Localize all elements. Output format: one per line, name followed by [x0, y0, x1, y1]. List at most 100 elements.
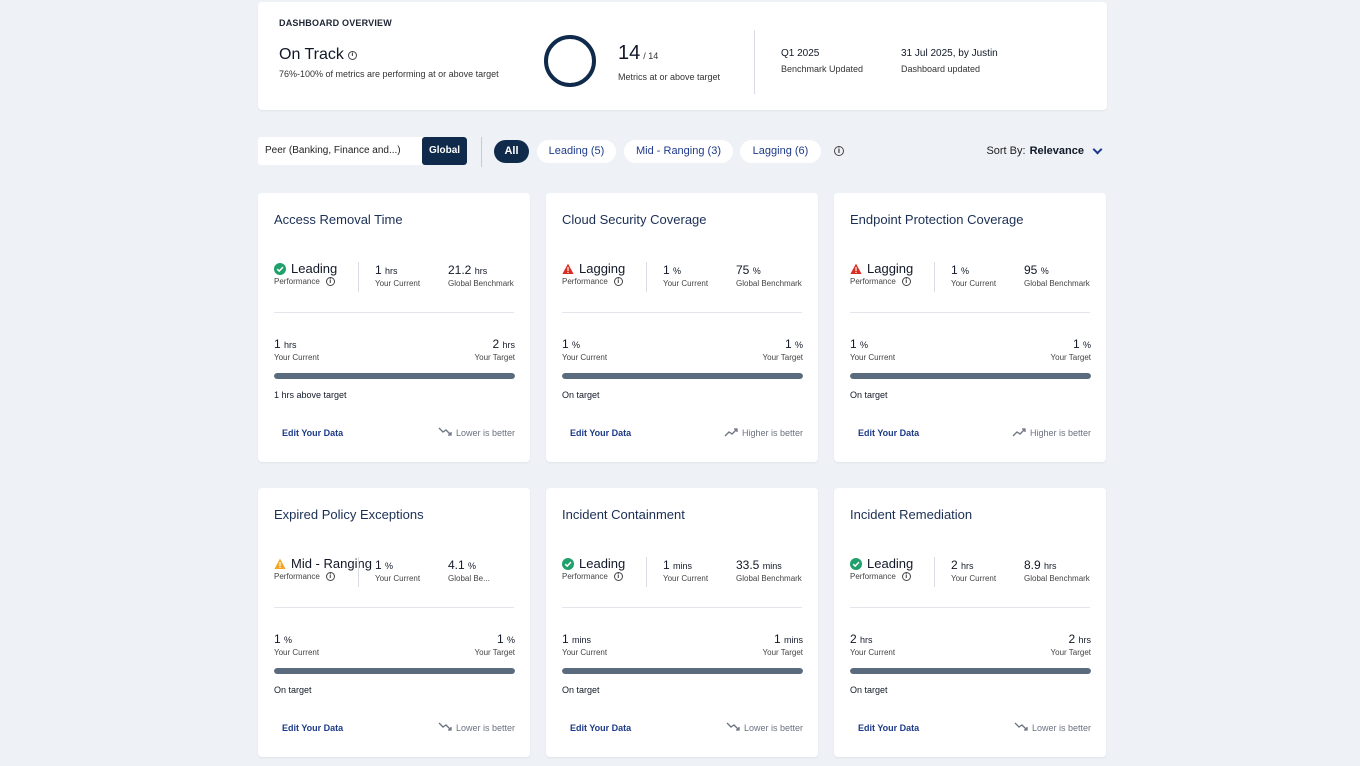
current-stat: 1 % Your Current: [951, 263, 996, 288]
trend-down-icon: [1014, 722, 1028, 734]
metric-card-cloud-security-coverage: Cloud Security Coverage Lagging Performa…: [546, 193, 818, 462]
comparison-toggle: Peer (Banking, Finance and...) Global: [258, 137, 467, 165]
sort-value: Relevance: [1029, 145, 1084, 157]
stat-divider: [646, 557, 647, 587]
performance-block: Leading Performance i: [274, 261, 337, 286]
progress-bar-fill: [850, 373, 1091, 379]
performance-label: Performance: [850, 572, 896, 581]
direction-suffix: is better: [482, 428, 515, 438]
filter-pill-mid-ranging[interactable]: Mid - Ranging (3): [624, 140, 733, 163]
edit-your-data-link[interactable]: Edit Your Data: [282, 428, 344, 438]
performance-status: Mid - Ranging: [291, 556, 372, 571]
info-icon[interactable]: i: [834, 146, 844, 156]
benchmark-stat: 95 % Global Benchmark: [1024, 263, 1090, 288]
benchmark-value: 95: [1024, 263, 1038, 277]
sort-dropdown[interactable]: Sort By: Relevance: [986, 144, 1103, 157]
edit-your-data-link[interactable]: Edit Your Data: [858, 723, 920, 733]
progress-target: 1 % Your Target: [1051, 337, 1091, 362]
progress-current-unit: %: [860, 340, 869, 350]
global-option[interactable]: Global: [422, 137, 467, 165]
direction-word: Higher: [1029, 428, 1057, 438]
progress-target: 1 % Your Target: [763, 337, 803, 362]
edit-your-data-link[interactable]: Edit Your Data: [858, 428, 920, 438]
direction-hint: Lower is better: [438, 427, 515, 439]
metric-title: Expired Policy Exceptions: [274, 507, 424, 522]
info-icon[interactable]: i: [347, 50, 357, 60]
progress-bar: [850, 668, 1091, 674]
trend-down-icon: [438, 722, 452, 734]
progress-current-value: 2: [850, 632, 857, 646]
progress-bar-fill: [850, 668, 1091, 674]
info-icon[interactable]: i: [325, 572, 335, 581]
edit-your-data-link[interactable]: Edit Your Data: [570, 723, 632, 733]
direction-suffix: is better: [770, 428, 803, 438]
direction-hint: Higher is better: [724, 427, 803, 439]
target-status-text: On target: [850, 685, 888, 695]
check-circle-icon: [274, 262, 286, 275]
direction-hint: Lower is better: [438, 722, 515, 734]
progress-current-label: Your Current: [562, 648, 608, 657]
direction-suffix: is better: [1058, 723, 1091, 733]
info-icon[interactable]: i: [901, 277, 911, 286]
performance-block: Mid - Ranging Performance i: [274, 556, 372, 581]
metric-title: Cloud Security Coverage: [562, 212, 707, 227]
progress-current-label: Your Current: [850, 648, 896, 657]
info-icon[interactable]: i: [613, 572, 623, 581]
target-unit: %: [794, 340, 803, 350]
progress-bar-fill: [274, 373, 515, 379]
progress-current-label: Your Current: [274, 353, 320, 362]
peer-option[interactable]: Peer (Banking, Finance and...): [265, 145, 401, 156]
benchmark-updated: Q1 2025 Benchmark Updated: [781, 48, 863, 74]
current-stat: 1 % Your Current: [663, 263, 708, 288]
card-divider: [562, 312, 802, 313]
trend-down-icon: [726, 722, 740, 734]
progress-bar: [274, 373, 515, 379]
benchmark-stat: 33.5 mins Global Benchmark: [736, 558, 802, 583]
progress-target: 2 hrs Your Target: [1051, 632, 1091, 657]
direction-word: Lower: [455, 723, 481, 733]
progress-current-unit: mins: [572, 635, 592, 645]
progress-target: 1 mins Your Target: [763, 632, 803, 657]
current-value: 1: [663, 558, 670, 572]
progress-bar: [274, 668, 515, 674]
current-unit: hrs: [961, 561, 974, 571]
target-status-text: On target: [850, 390, 888, 400]
progress-current-unit: %: [572, 340, 581, 350]
filter-bar: Peer (Banking, Finance and...) Global Al…: [258, 137, 1107, 167]
filter-pill-leading[interactable]: Leading (5): [537, 140, 616, 163]
progress-current: 1 % Your Current: [274, 632, 319, 657]
sort-label: Sort By:: [986, 145, 1026, 157]
target-status-text: On target: [562, 685, 600, 695]
progress-target: 1 % Your Target: [475, 632, 515, 657]
target-value: 1: [773, 632, 781, 646]
stat-divider: [358, 262, 359, 292]
progress-current-value: 1: [274, 337, 281, 351]
progress-current: 1 hrs Your Current: [274, 337, 319, 362]
performance-block: Leading Performance i: [850, 556, 913, 581]
benchmark-value: 75: [736, 263, 750, 277]
filter-pill-all[interactable]: All: [494, 140, 529, 163]
benchmark-value: 4.1: [448, 558, 465, 572]
info-icon[interactable]: i: [901, 572, 911, 581]
info-icon[interactable]: i: [325, 277, 335, 286]
current-unit: %: [385, 561, 394, 571]
progress-bar: [850, 373, 1091, 379]
benchmark-unit: hrs: [474, 266, 488, 276]
filter-pill-lagging[interactable]: Lagging (6): [740, 140, 821, 163]
benchmark-unit: mins: [762, 561, 782, 571]
target-status-text: On target: [274, 685, 312, 695]
performance-block: Lagging Performance i: [850, 261, 913, 286]
target-label: Your Target: [762, 648, 803, 657]
progress-current-value: 1: [274, 632, 281, 646]
current-value: 2: [951, 558, 958, 572]
metric-title: Endpoint Protection Coverage: [850, 212, 1024, 227]
target-value: 1: [1072, 337, 1080, 351]
current-unit: mins: [673, 561, 693, 571]
current-unit: hrs: [385, 266, 398, 276]
edit-your-data-link[interactable]: Edit Your Data: [570, 428, 632, 438]
info-icon[interactable]: i: [613, 277, 623, 286]
benchmark-updated-value: Q1 2025: [781, 48, 820, 59]
edit-your-data-link[interactable]: Edit Your Data: [282, 723, 344, 733]
progress-ring: [544, 35, 596, 87]
metrics-count-total: / 14: [643, 51, 659, 61]
